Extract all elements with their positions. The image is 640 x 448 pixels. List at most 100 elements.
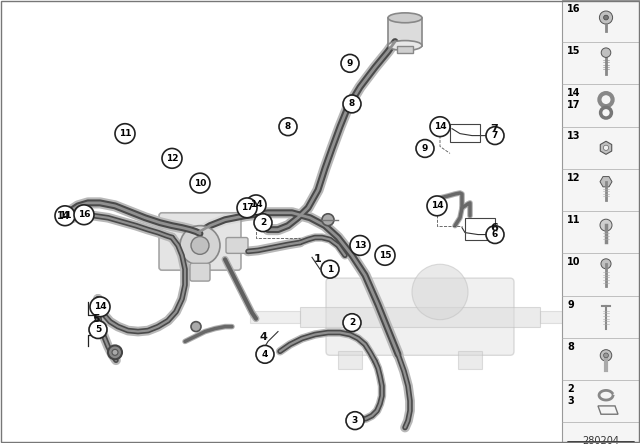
Text: 11: 11 [119,129,131,138]
Circle shape [427,196,447,216]
Ellipse shape [388,41,422,51]
Circle shape [79,210,85,216]
Text: 9: 9 [422,144,428,153]
Text: 14: 14 [431,201,444,211]
Text: 3: 3 [352,416,358,425]
Text: 10: 10 [567,257,580,267]
FancyBboxPatch shape [226,237,248,254]
Text: 16: 16 [77,210,90,219]
Circle shape [55,206,75,226]
FancyBboxPatch shape [326,278,514,355]
Text: 280204: 280204 [582,436,620,447]
Text: 5: 5 [92,314,100,324]
Circle shape [416,139,434,157]
Text: 1: 1 [327,265,333,274]
Bar [450,124,480,142]
Text: 12: 12 [567,173,580,183]
Polygon shape [565,442,637,448]
Circle shape [604,15,609,20]
Polygon shape [600,177,612,187]
Bar [562,0,640,444]
Circle shape [246,195,266,215]
Text: 10: 10 [194,179,206,188]
Circle shape [190,173,210,193]
Circle shape [237,198,257,218]
Polygon shape [600,141,612,154]
Text: 8: 8 [567,342,574,352]
Circle shape [604,145,609,151]
Circle shape [74,205,94,224]
Circle shape [604,353,609,358]
Bar [458,351,482,369]
Text: 2: 2 [349,318,355,327]
FancyBboxPatch shape [190,263,210,281]
Circle shape [341,55,359,72]
FancyBboxPatch shape [159,213,241,270]
Text: 5: 5 [95,325,101,334]
Circle shape [254,214,272,232]
Text: 2
3: 2 3 [567,384,573,405]
Bar [540,311,590,323]
Text: 9: 9 [567,300,573,310]
Text: 2: 2 [260,218,266,227]
Bar [300,307,540,327]
Text: 12: 12 [166,154,179,163]
Circle shape [90,297,110,317]
Circle shape [115,124,135,143]
Text: 7: 7 [492,131,498,140]
Circle shape [322,214,334,226]
Bar [338,351,362,369]
Text: 8: 8 [349,99,355,108]
Text: 14: 14 [57,211,71,221]
Text: 17: 17 [241,203,253,212]
Bar [465,218,495,240]
Bar [397,46,413,53]
Text: 13: 13 [354,241,366,250]
Circle shape [486,226,504,243]
Circle shape [343,314,361,332]
Circle shape [430,117,450,137]
Circle shape [256,345,274,363]
Text: 14
17: 14 17 [567,88,580,110]
Text: 4: 4 [262,350,268,359]
Circle shape [412,264,468,320]
Bar [250,311,300,323]
Text: 15: 15 [379,251,391,260]
Circle shape [600,219,612,231]
Circle shape [486,127,504,145]
Text: 15: 15 [567,46,580,56]
Circle shape [601,259,611,269]
Ellipse shape [388,13,422,23]
Text: 8: 8 [285,122,291,131]
Circle shape [601,48,611,57]
Circle shape [600,350,612,361]
Circle shape [321,260,339,278]
Circle shape [191,237,209,254]
Text: 11: 11 [567,215,580,225]
Text: 14: 14 [434,122,446,131]
Text: 6: 6 [492,230,498,239]
Circle shape [108,345,122,359]
Circle shape [180,226,220,265]
Circle shape [112,349,118,355]
Circle shape [162,148,182,168]
Text: 1: 1 [314,254,322,264]
Bar [388,18,422,46]
Circle shape [279,118,297,136]
Text: 14: 14 [250,200,262,209]
Circle shape [346,412,364,430]
Circle shape [375,246,395,265]
Text: 16: 16 [567,4,580,14]
Text: 4: 4 [259,332,267,341]
Text: 13: 13 [567,131,580,141]
Circle shape [75,206,89,220]
Circle shape [343,95,361,113]
Text: 9: 9 [347,59,353,68]
Text: 6: 6 [490,223,498,233]
Text: 14: 14 [93,302,106,311]
Text: 11: 11 [59,211,71,220]
Circle shape [191,322,201,332]
Circle shape [350,236,370,255]
Circle shape [600,11,612,24]
Circle shape [89,321,107,339]
